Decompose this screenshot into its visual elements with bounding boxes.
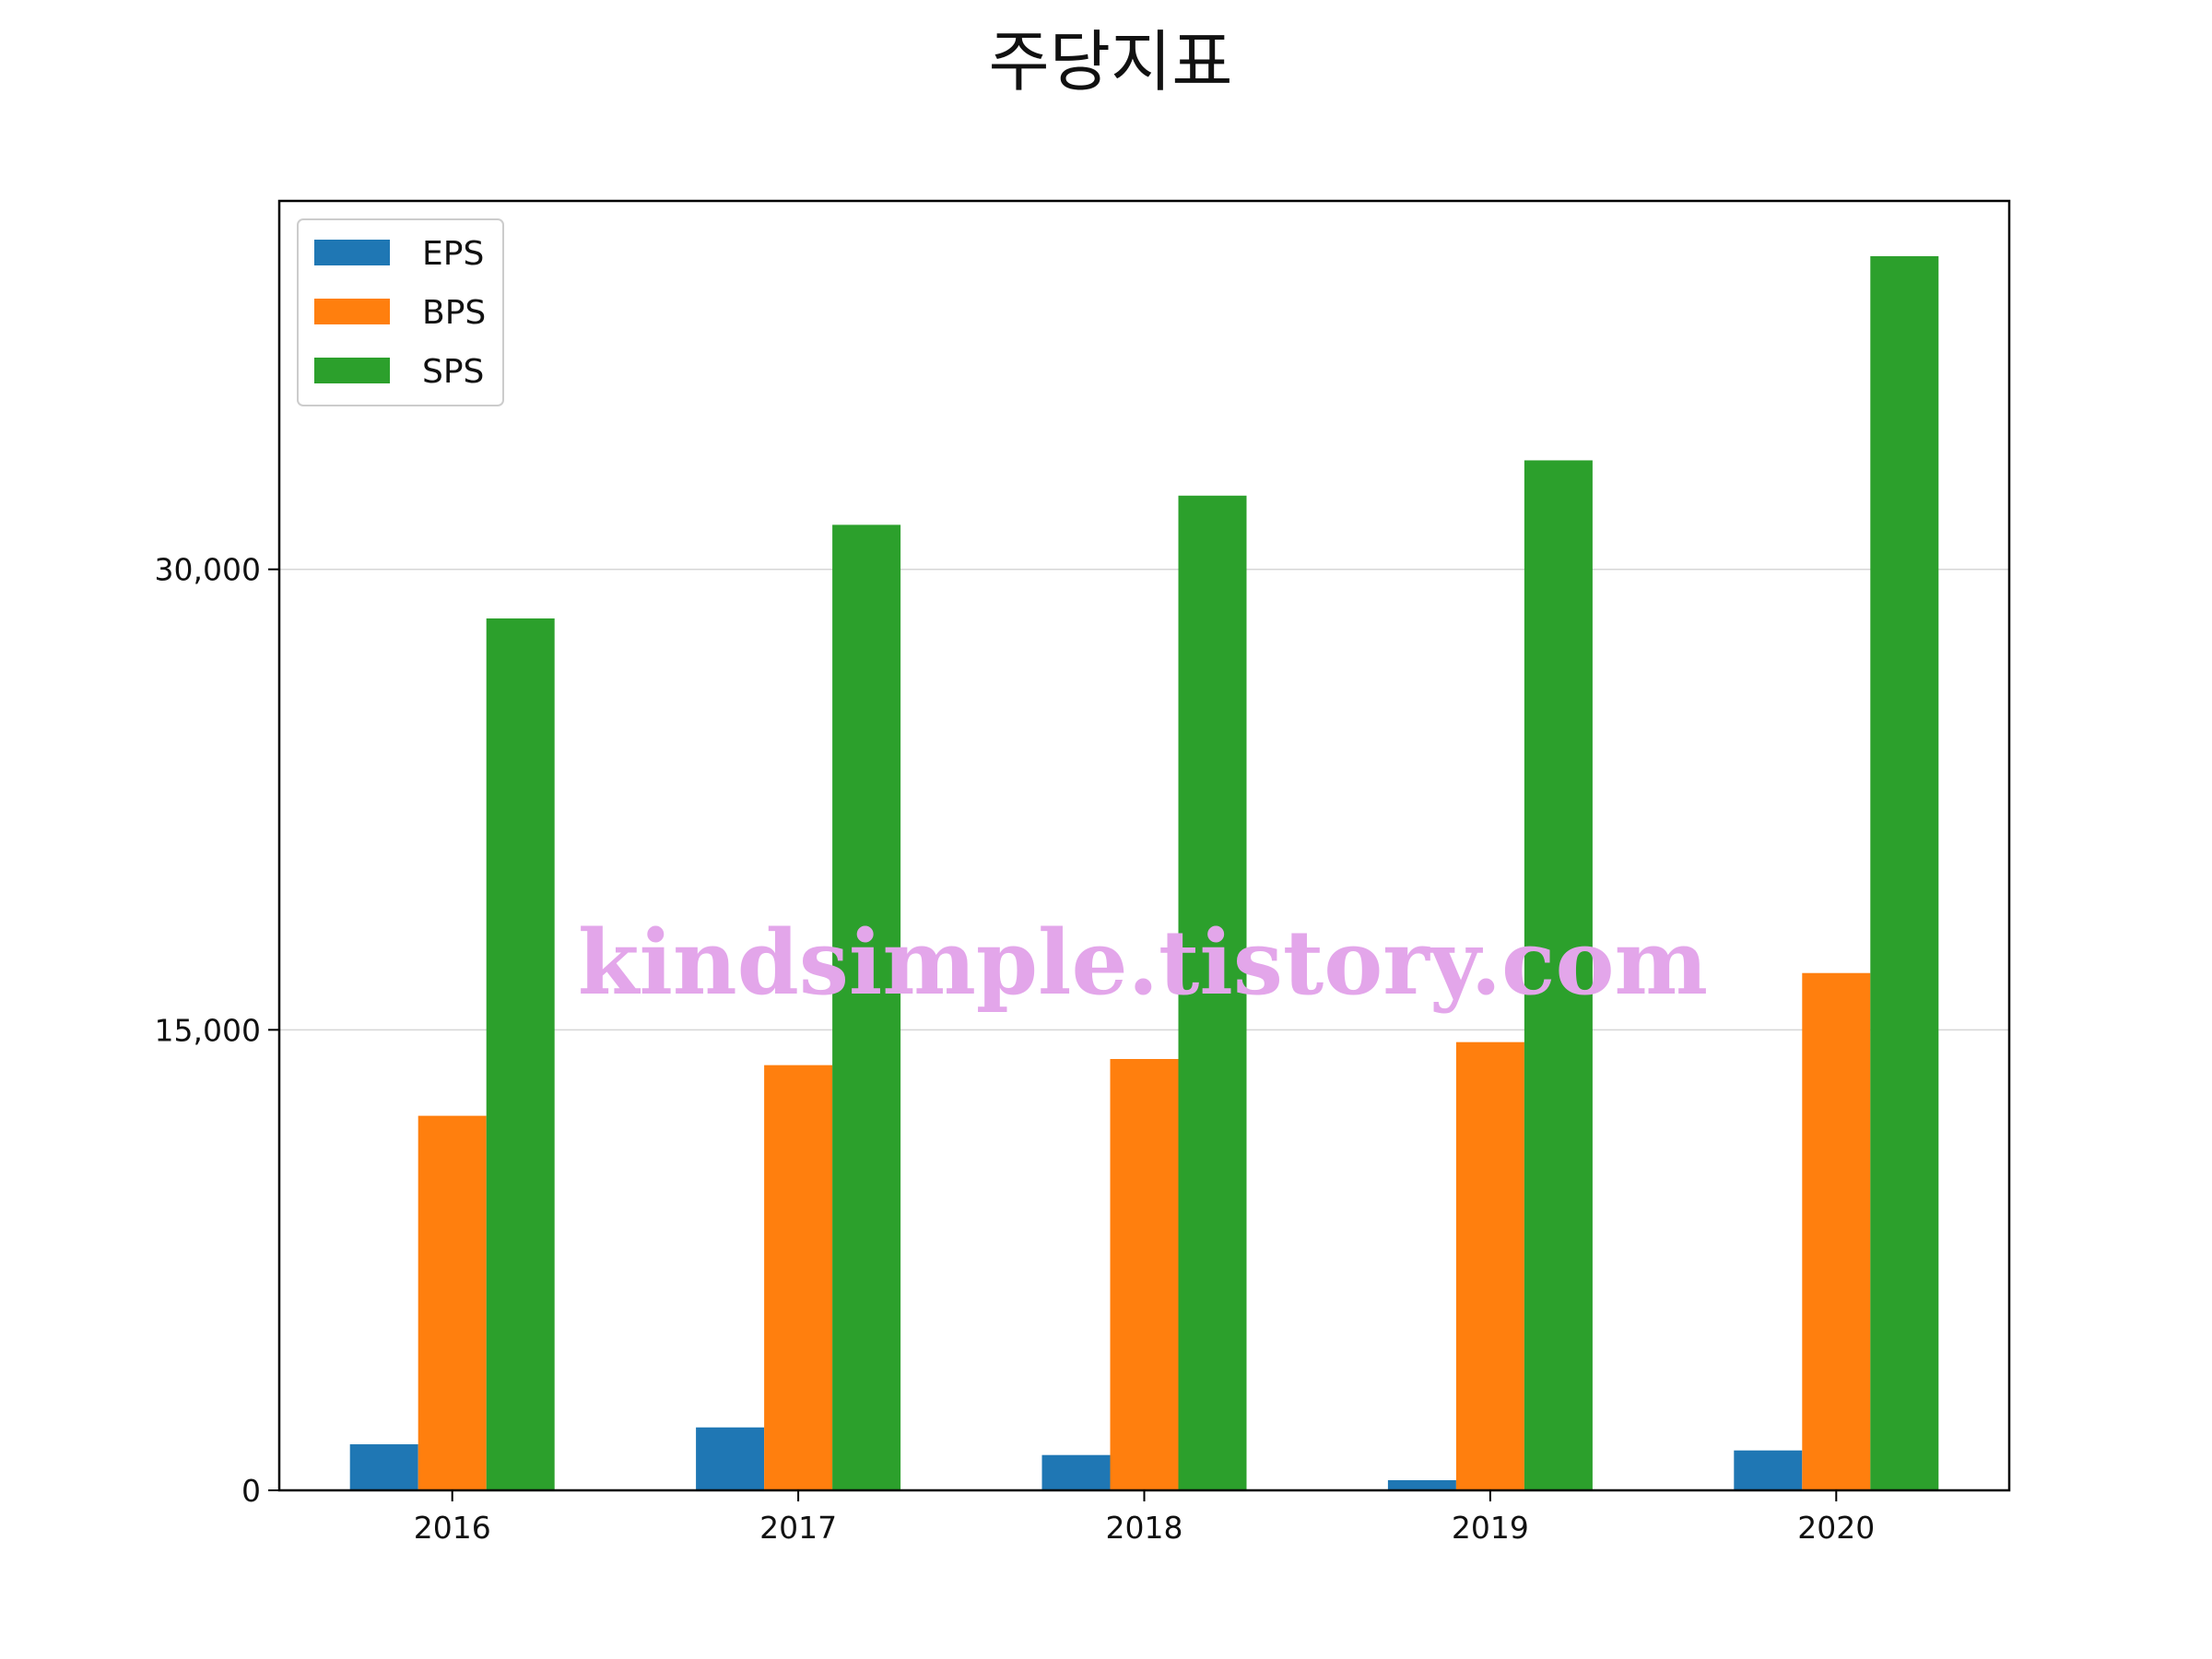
legend: EPS BPS SPS: [297, 218, 504, 406]
bar-eps-2020: [1734, 1450, 1803, 1490]
legend-swatch-bps: [314, 299, 390, 324]
legend-label-sps: SPS: [422, 353, 484, 391]
y-tick-label: 30,000: [155, 552, 261, 588]
x-tick-label: 2019: [1452, 1510, 1529, 1546]
y-tick-label: 15,000: [155, 1012, 261, 1048]
bar-sps-2017: [832, 524, 901, 1490]
x-tick-label: 2020: [1797, 1510, 1875, 1546]
grid-lines: [279, 568, 2009, 1031]
legend-label-bps: BPS: [422, 294, 486, 332]
legend-swatch-eps: [314, 240, 390, 265]
legend-swatch-sps: [314, 358, 390, 383]
bar-eps-2019: [1387, 1480, 1456, 1490]
bar-sps-2016: [486, 618, 555, 1490]
x-tick-label: 2016: [414, 1510, 491, 1546]
legend-label-eps: EPS: [422, 235, 484, 273]
bar-sps-2020: [1870, 255, 1939, 1490]
bar-sps-2018: [1178, 495, 1247, 1490]
bar-eps-2017: [696, 1427, 765, 1490]
bar-eps-2016: [349, 1444, 418, 1490]
chart-title: 주당지표: [989, 23, 1233, 100]
y-tick-label: 0: [241, 1473, 261, 1509]
x-tick-label: 2018: [1106, 1510, 1183, 1546]
y-axis: 0 15,000 30,000: [155, 552, 279, 1509]
bar-sps-2019: [1524, 460, 1593, 1491]
bar-eps-2018: [1041, 1454, 1111, 1490]
bars: [349, 255, 1939, 1491]
watermark: kindsimple.tistory.com: [578, 911, 1708, 1015]
bar-bps-2017: [764, 1065, 833, 1490]
bar-bps-2018: [1110, 1059, 1179, 1490]
x-tick-label: 2017: [759, 1510, 837, 1546]
x-axis: 2016 2017 2018 2019 2020: [414, 1490, 1875, 1546]
bar-bps-2020: [1802, 972, 1871, 1490]
bar-bps-2016: [418, 1115, 487, 1490]
bar-bps-2019: [1455, 1041, 1524, 1490]
